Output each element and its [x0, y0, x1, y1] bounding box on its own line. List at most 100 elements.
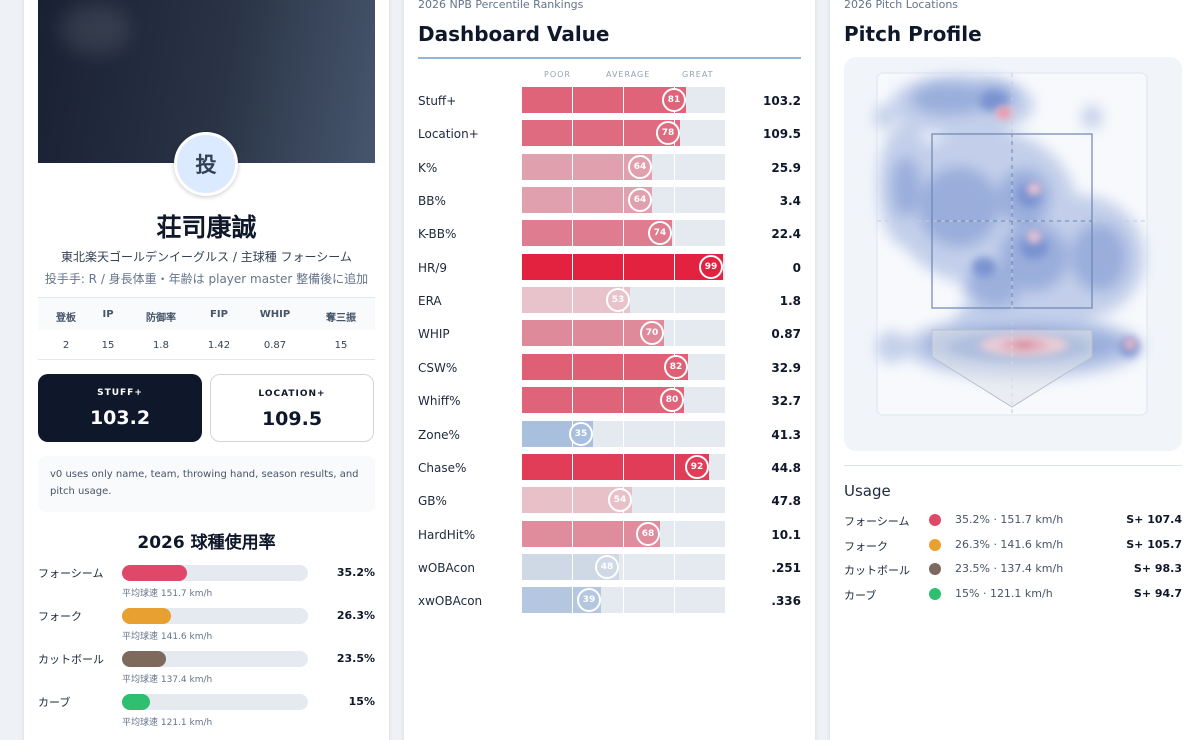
metric-value: .251 — [771, 560, 801, 575]
average-velocity: 平均球速 137.4 km/h — [122, 675, 213, 685]
metric-label: BB% — [418, 194, 446, 209]
pitch-profile-context: 2026 Pitch Locations — [844, 0, 959, 11]
stat-header: FIP — [210, 309, 228, 320]
usage-percent: 23.5% — [336, 652, 375, 665]
rankings-title: Dashboard Value — [418, 22, 610, 46]
usage-bar-fill — [122, 694, 150, 710]
percentile-row: CSW% 82 32.9 — [418, 353, 801, 380]
metric-label: xwOBAcon — [418, 594, 483, 609]
percentile-row: Zone% 35 41.3 — [418, 420, 801, 447]
metric-label: K-BB% — [418, 227, 457, 242]
metric-label: GB% — [418, 494, 447, 509]
percentile-bar: 81 — [522, 87, 725, 113]
pitch-name: フォーク — [844, 539, 888, 553]
percentile-fill — [522, 220, 672, 247]
metric-label: WHIP — [418, 327, 450, 342]
percentile-badge: 39 — [577, 588, 601, 613]
percentile-row: xwOBAcon 39 .336 — [418, 587, 801, 614]
percentile-bar: 70 — [522, 320, 725, 347]
player-team-line: 東北楽天ゴールデンイーグルス / 主球種 フォーシーム — [61, 250, 352, 264]
pitch-usage-row: フォーク 26.3% 平均球速 141.6 km/h — [38, 608, 375, 648]
pitch-name: フォーク — [38, 610, 82, 623]
metric-value: .336 — [771, 594, 801, 609]
percentile-badge: 64 — [628, 154, 652, 179]
percentile-fill — [522, 87, 686, 113]
percentile-fill — [522, 253, 723, 280]
pitch-name: カットボール — [844, 564, 910, 577]
stat-value: 2 — [62, 340, 70, 351]
axis-label-great: GREAT — [682, 70, 714, 79]
pitch-color-dot — [929, 563, 941, 575]
usage-percent: 15% — [348, 695, 375, 708]
percentile-badge: 99 — [699, 254, 723, 279]
metric-value: 44.8 — [771, 460, 801, 475]
usage-bar-track — [122, 565, 308, 581]
percentile-bar: 64 — [522, 187, 725, 214]
stat-header: WHIP — [259, 309, 291, 320]
percentile-fill — [522, 387, 684, 414]
percentile-badge: 92 — [685, 454, 709, 479]
stat-header: 奪三振 — [326, 313, 356, 324]
percentile-badge: 54 — [608, 488, 632, 513]
percentile-bar: 99 — [522, 253, 725, 280]
percentile-row: HR/9 99 0 — [418, 253, 801, 280]
pitch-stuff-score: S+ 94.7 — [1133, 586, 1182, 600]
percentile-row: HardHit% 68 10.1 — [418, 520, 801, 547]
metric-label: HR/9 — [418, 260, 448, 275]
usage-bar-track — [122, 651, 308, 667]
pitch-name: カーブ — [844, 588, 877, 602]
metric-value: 0.87 — [771, 327, 801, 342]
percentile-row: WHIP 70 0.87 — [418, 320, 801, 347]
player-card: 投 荘司康誠 東北楽天ゴールデンイーグルス / 主球種 フォーシーム 投手手: … — [24, 0, 389, 740]
metric-label: Zone% — [418, 427, 460, 442]
percentile-rankings-card: 2026 NPB Percentile Rankings Dashboard V… — [404, 0, 815, 740]
pitch-usage-title: 2026 球種使用率 — [137, 533, 276, 553]
usage-bar-track — [122, 608, 308, 624]
metric-label: ERA — [418, 294, 442, 309]
pitch-usage-heading: Usage — [844, 482, 891, 500]
pitch-stuff-score: S+ 107.4 — [1126, 513, 1182, 526]
season-stats-table: 登板 IP 防御率 FIP WHIP 奪三振 2 15 1.8 1.42 0.8… — [38, 297, 375, 360]
player-name: 荘司康誠 — [156, 213, 257, 242]
percentile-badge: 80 — [660, 388, 684, 413]
metric-value: 103.2 — [763, 94, 801, 108]
average-velocity: 平均球速 121.1 km/h — [122, 718, 213, 728]
stat-header: IP — [102, 309, 114, 320]
metric-label: CSW% — [418, 360, 458, 375]
percentile-row: GB% 54 47.8 — [418, 487, 801, 514]
percentile-badge: 74 — [648, 221, 672, 246]
pitch-name: フォーシーム — [844, 515, 910, 528]
rankings-context: 2026 NPB Percentile Rankings — [418, 0, 584, 11]
average-velocity: 平均球速 141.6 km/h — [122, 632, 213, 642]
percentile-row: BB% 64 3.4 — [418, 187, 801, 214]
pitch-location-heatmap — [844, 57, 1182, 451]
metric-label: Stuff+ — [418, 94, 457, 108]
percentile-bar: 64 — [522, 153, 725, 180]
metric-value: 3.4 — [779, 194, 801, 209]
metric-value: 25.9 — [771, 160, 801, 175]
percentile-fill — [522, 353, 688, 380]
axis-label-poor: POOR — [544, 70, 571, 79]
stat-value: 15 — [101, 340, 115, 351]
percentile-row: Location+ 78 109.5 — [418, 120, 801, 147]
percentile-row: ERA 53 1.8 — [418, 287, 801, 314]
percentile-badge: 68 — [636, 521, 660, 546]
usage-bar-track — [122, 694, 308, 710]
percentile-row: Stuff+ 81 103.2 — [418, 87, 801, 113]
usage-percent: 35.2% — [336, 566, 375, 579]
percentile-badge: 53 — [606, 288, 630, 313]
pitch-name: カーブ — [38, 696, 71, 709]
stat-header: 防御率 — [146, 313, 176, 324]
stat-header: 登板 — [56, 313, 76, 324]
axis-label-average: AVERAGE — [606, 70, 651, 79]
pitch-stuff-score: S+ 105.7 — [1126, 537, 1182, 551]
stat-value: 0.87 — [263, 340, 287, 351]
pitch-color-dot — [929, 514, 941, 526]
usage-bar-fill — [122, 651, 166, 667]
pitch-usage-row: カットボール 23.5% 平均球速 137.4 km/h — [38, 651, 375, 691]
percentile-row: K-BB% 74 22.4 — [418, 220, 801, 247]
player-meta-line: 投手手: R / 身長体重・年齢は player master 整備後に追加 — [44, 272, 369, 286]
metric-value: 32.9 — [771, 360, 801, 375]
pitch-profile-row: カットボール 23.5% · 137.4 km/h S+ 98.3 — [844, 560, 1182, 580]
percentile-bar: 78 — [522, 120, 725, 147]
